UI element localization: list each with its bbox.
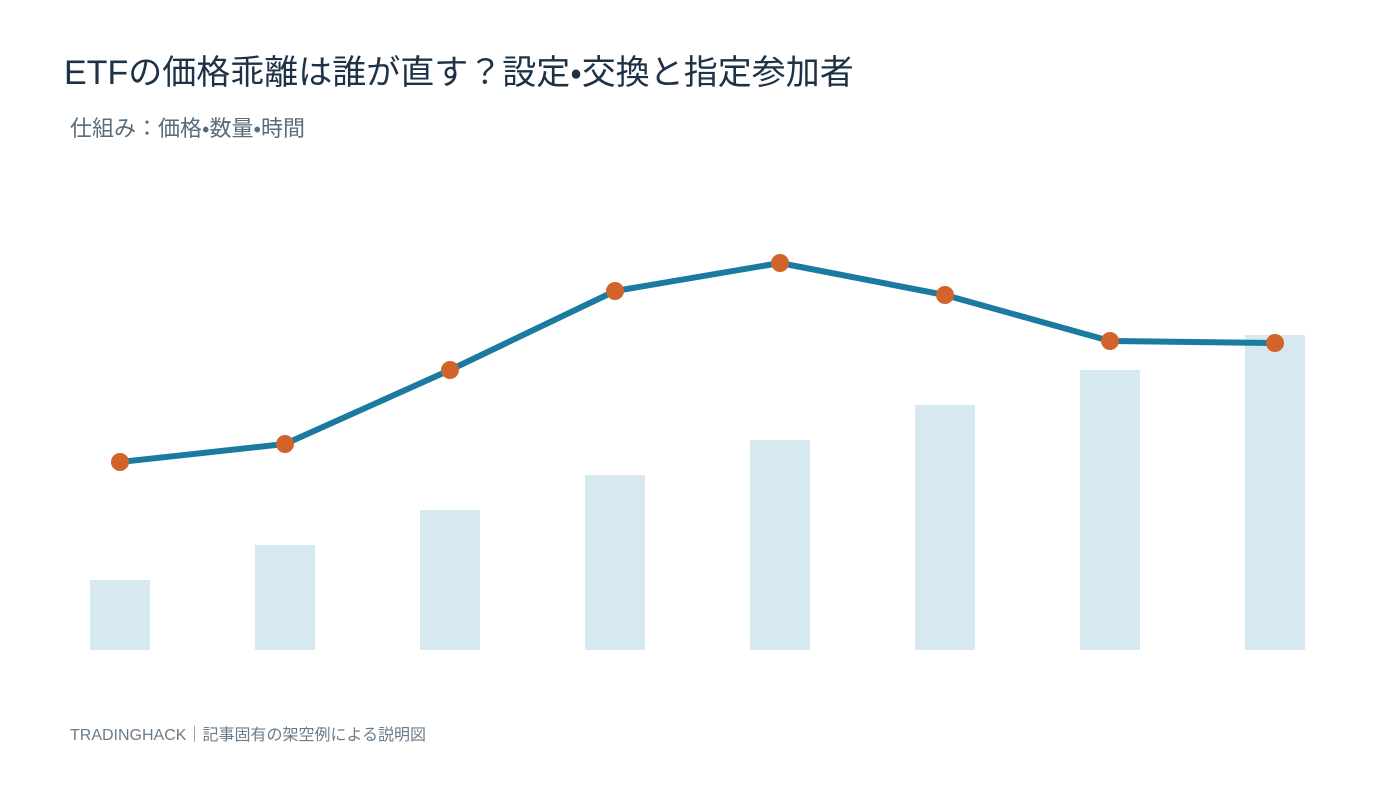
- bar: [90, 580, 150, 650]
- line: [117, 260, 1278, 465]
- marker: [111, 453, 129, 471]
- marker: [441, 361, 459, 379]
- chart-subtitle: 仕組み：価格・数量・時間: [70, 116, 305, 141]
- marker: [1266, 334, 1284, 352]
- footer: TRADINGHACK｜記事固有の架空例による説明図: [70, 726, 426, 744]
- marker: [936, 286, 954, 304]
- lines: [111, 254, 1284, 471]
- marker: [276, 435, 294, 453]
- bar: [1245, 335, 1305, 650]
- bar: [585, 475, 645, 650]
- bar: [420, 510, 480, 650]
- bar: [1080, 370, 1140, 650]
- bar: [915, 405, 975, 650]
- bar: [750, 440, 810, 650]
- bar: [255, 545, 315, 650]
- bars: [90, 335, 1305, 650]
- chart-title: ETFの価格乖離は誰が直す？設定・交換と指定参加者: [64, 54, 854, 92]
- marker: [606, 282, 624, 300]
- marker: [771, 254, 789, 272]
- marker: [1101, 332, 1119, 350]
